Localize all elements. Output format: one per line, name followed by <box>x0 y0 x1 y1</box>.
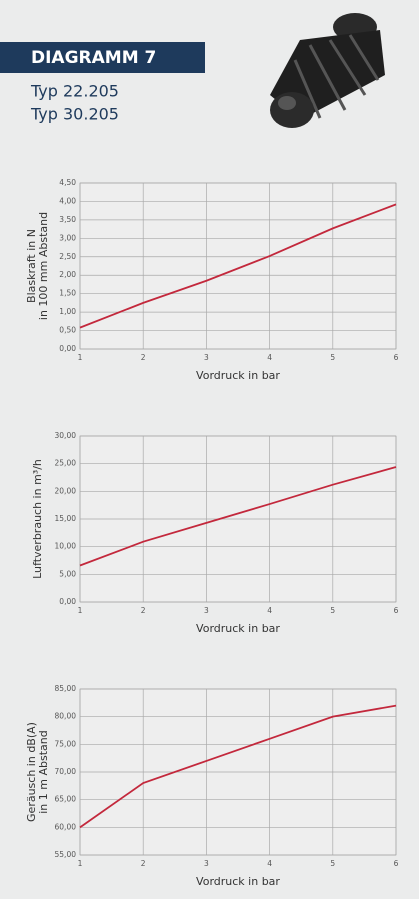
x-tick-label: 3 <box>204 353 209 362</box>
data-line <box>79 704 397 829</box>
page-title: DIAGRAMM 7 <box>31 48 156 68</box>
x-tick-label: 6 <box>394 353 399 362</box>
y-tick-label: 75,00 <box>55 739 77 748</box>
type-label: Typ 30.205 <box>30 105 119 124</box>
y-tick-label: 25,00 <box>55 459 77 468</box>
x-axis-title: Vordruck in bar <box>196 622 280 635</box>
y-tick-label: 4,50 <box>59 178 76 187</box>
x-tick-label: 2 <box>141 859 146 868</box>
y-tick-label: 2,00 <box>59 270 76 279</box>
x-tick-label: 4 <box>267 859 272 868</box>
y-axis-title: Blaskraft in N <box>25 229 38 303</box>
y-axis-title: Geräusch in dB(A) <box>25 722 38 822</box>
x-tick-label: 2 <box>141 353 146 362</box>
y-tick-label: 0,50 <box>59 326 76 335</box>
x-tick-label: 5 <box>330 353 335 362</box>
x-tick-label: 4 <box>267 353 272 362</box>
x-tick-label: 4 <box>267 606 272 615</box>
x-tick-label: 3 <box>204 859 209 868</box>
y-tick-label: 10,00 <box>55 542 77 551</box>
type-label: Typ 22.205 <box>30 82 119 101</box>
x-axis-title: Vordruck in bar <box>196 875 280 888</box>
y-tick-label: 0,00 <box>59 344 76 353</box>
y-tick-label: 55,00 <box>55 850 77 859</box>
x-tick-label: 6 <box>394 606 399 615</box>
y-tick-label: 3,50 <box>59 215 76 224</box>
y-tick-label: 30,00 <box>55 431 77 440</box>
y-tick-label: 0,00 <box>59 597 76 606</box>
y-tick-label: 1,00 <box>59 307 76 316</box>
data-line <box>79 203 397 329</box>
y-tick-label: 5,00 <box>59 569 76 578</box>
y-tick-label: 15,00 <box>55 514 77 523</box>
y-tick-label: 85,00 <box>55 684 77 693</box>
y-tick-label: 60,00 <box>55 822 77 831</box>
y-tick-label: 70,00 <box>55 767 77 776</box>
y-axis-title: in 1 m Abstand <box>37 730 50 813</box>
x-tick-label: 1 <box>78 859 83 868</box>
title-banner <box>0 42 205 73</box>
y-tick-label: 4,00 <box>59 196 76 205</box>
y-tick-label: 2,50 <box>59 252 76 261</box>
plot-area <box>79 182 397 350</box>
x-tick-label: 2 <box>141 606 146 615</box>
y-tick-label: 65,00 <box>55 795 77 804</box>
x-tick-label: 6 <box>394 859 399 868</box>
x-axis-title: Vordruck in bar <box>196 369 280 382</box>
x-tick-label: 5 <box>330 859 335 868</box>
x-tick-label: 1 <box>78 353 83 362</box>
y-tick-label: 80,00 <box>55 712 77 721</box>
y-tick-label: 1,50 <box>59 289 76 298</box>
y-axis-title: in 100 mm Abstand <box>37 212 50 320</box>
data-line <box>79 466 397 567</box>
y-axis-title: Luftverbrauch in m³/h <box>31 459 44 579</box>
x-tick-label: 5 <box>330 606 335 615</box>
x-tick-label: 1 <box>78 606 83 615</box>
x-tick-label: 3 <box>204 606 209 615</box>
y-tick-label: 3,00 <box>59 233 76 242</box>
y-tick-label: 20,00 <box>55 486 77 495</box>
product-image <box>270 13 385 128</box>
